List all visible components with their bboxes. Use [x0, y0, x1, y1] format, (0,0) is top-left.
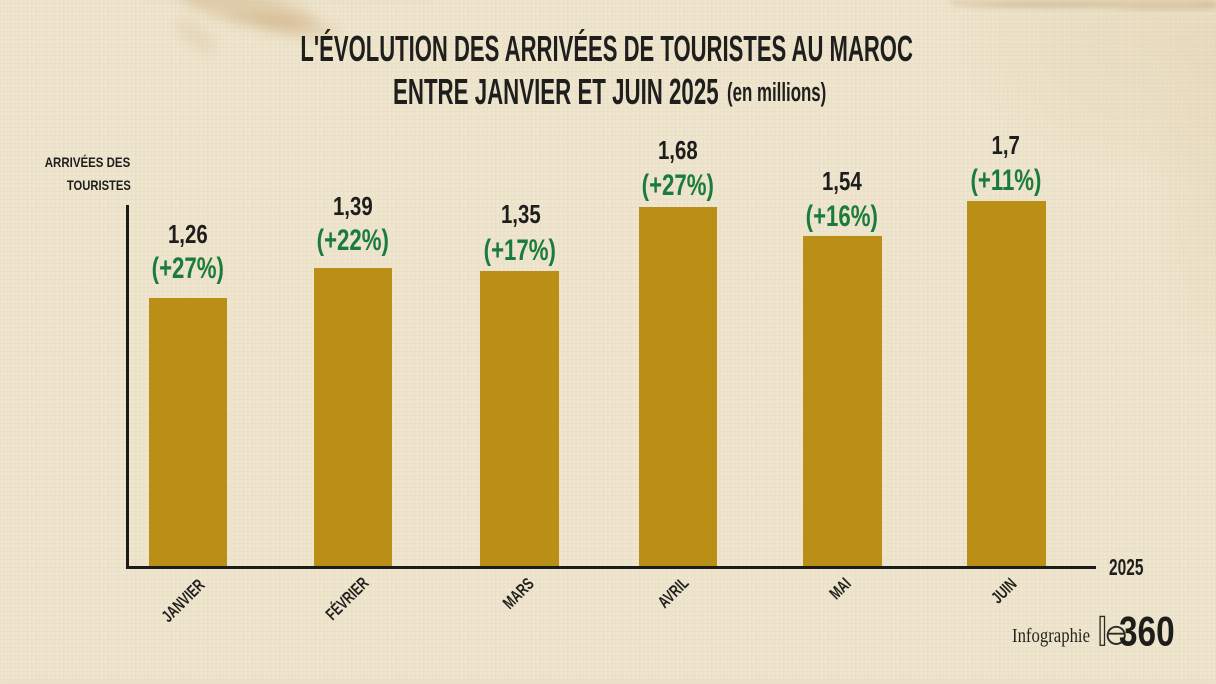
svg-text:360: 360 [1119, 612, 1175, 652]
